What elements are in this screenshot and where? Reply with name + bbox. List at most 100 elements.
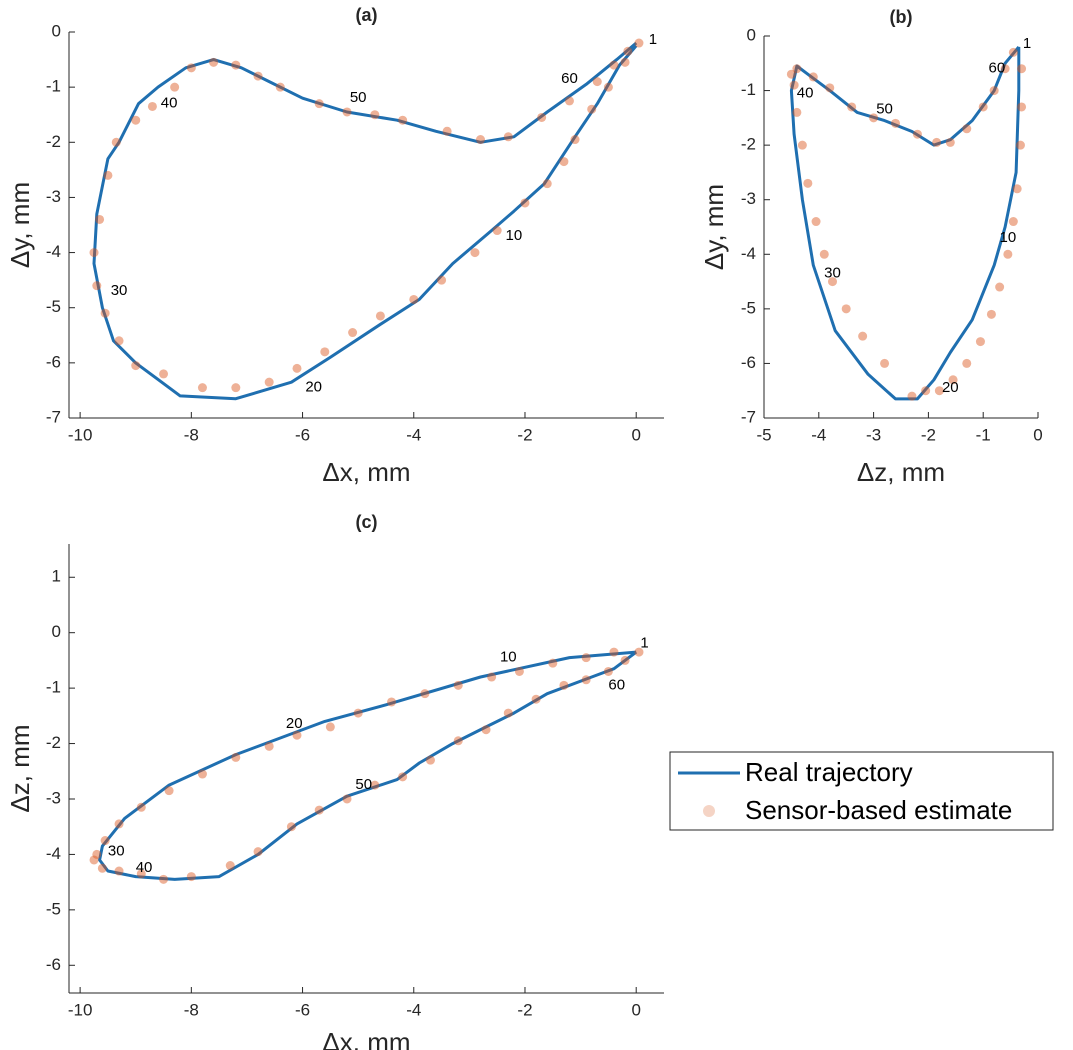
estimate-point [348,328,358,338]
y-tick-label: 0 [52,622,61,641]
estimate-point [95,214,105,224]
sample-annotation: 30 [111,282,128,299]
estimate-point [581,653,591,663]
y-tick-label: 1 [52,567,61,586]
y-tick-label: -6 [46,955,61,974]
sample-annotation: 40 [161,95,178,112]
trajectory-line [92,41,638,401]
estimate-point [869,113,879,123]
trajectory-line [98,650,638,881]
estimate-point [825,83,835,93]
estimate-point [136,869,146,879]
y-axis-label: Δy, mm [699,184,729,270]
estimate-point [1015,140,1025,150]
estimate-point [231,383,241,393]
y-tick-label: -2 [741,135,756,154]
estimate-point [92,281,102,291]
subplot-title: (c) [356,512,378,532]
estimate-point [948,375,958,385]
sample-annotation: 50 [355,776,372,793]
estimate-point [92,849,102,859]
estimate-point [475,135,485,145]
subplot: (b) Δz, mm Δy, mm -5 -4 -3 -2 -1 0 0 -1 -2 -3 -4 -5 -6 -… [699,7,1043,487]
estimate-point [186,872,196,882]
y-tick-label: -7 [46,407,61,426]
estimate-point [275,82,285,92]
estimate-point [623,46,633,56]
estimate-point [1017,64,1027,74]
estimate-point [912,129,922,139]
estimate-point [808,72,818,82]
estimate-point [620,57,630,67]
estimate-point [264,741,274,751]
y-tick-label: -5 [46,899,61,918]
estimate-point [891,118,901,128]
estimate-point [100,308,110,318]
x-tick-label: -10 [68,425,93,444]
y-tick-label: -6 [46,352,61,371]
estimate-point [811,217,821,227]
legend-label: Real trajectory [745,757,913,787]
sample-annotation: 60 [561,70,578,87]
y-tick-label: -1 [741,80,756,99]
y-tick-label: -6 [741,353,756,372]
estimate-point [89,855,99,865]
estimate-point [470,248,480,258]
estimate-point [481,725,491,735]
x-tick-label: 0 [1033,425,1042,444]
y-tick-label: -5 [46,297,61,316]
estimate-point [292,363,302,373]
estimate-point [945,137,955,147]
x-axis-label: Δz, mm [857,457,945,487]
estimate-point [370,780,380,790]
x-tick-label: -10 [68,1000,93,1019]
estimate-point [609,60,619,70]
sample-annotation: 30 [108,843,125,860]
estimate-point [409,294,419,304]
estimate-point [159,369,169,379]
sample-annotation: 40 [797,84,814,101]
estimate-point [159,874,169,884]
estimate-point [828,277,837,287]
x-tick-label: -2 [517,425,532,444]
estimate-point [962,124,972,134]
estimate-point [634,38,644,48]
y-tick-label: -4 [46,242,61,261]
sample-annotation: 20 [942,379,959,396]
estimate-point [559,680,569,690]
estimate-point [114,336,124,346]
y-tick-label: -1 [46,77,61,96]
estimate-point [320,347,330,357]
x-tick-label: -5 [756,425,771,444]
sample-annotation: 10 [506,227,523,244]
sample-annotation: 20 [305,379,322,396]
legend-label: Sensor-based estimate [745,795,1012,825]
estimate-point [797,140,807,150]
estimate-point [587,104,597,114]
estimate-point [492,226,502,236]
legend-swatch [703,805,715,817]
estimate-point [570,135,580,145]
estimate-point [934,386,944,396]
estimate-point [921,386,931,396]
estimate-point [253,847,263,857]
estimate-point [995,282,1005,292]
estimate-point [292,730,302,740]
estimate-point [932,137,942,147]
x-axis-label: Δx, mm [322,1027,410,1050]
sample-annotation: 1 [1023,35,1031,52]
x-tick-label: -2 [921,425,936,444]
x-tick-label: 0 [631,425,640,444]
y-tick-label: -5 [741,298,756,317]
estimate-point [453,736,463,746]
y-tick-label: -4 [741,244,756,263]
estimate-point [420,689,430,699]
legend-box [669,751,1054,831]
estimate-point [375,311,385,321]
x-tick-label: -8 [184,1000,199,1019]
estimate-point [342,107,352,117]
legend: Real trajectory Sensor-based estimate [669,751,1054,831]
x-tick-label: -2 [517,1000,532,1019]
estimate-point [847,102,857,112]
estimate-point [620,655,630,665]
